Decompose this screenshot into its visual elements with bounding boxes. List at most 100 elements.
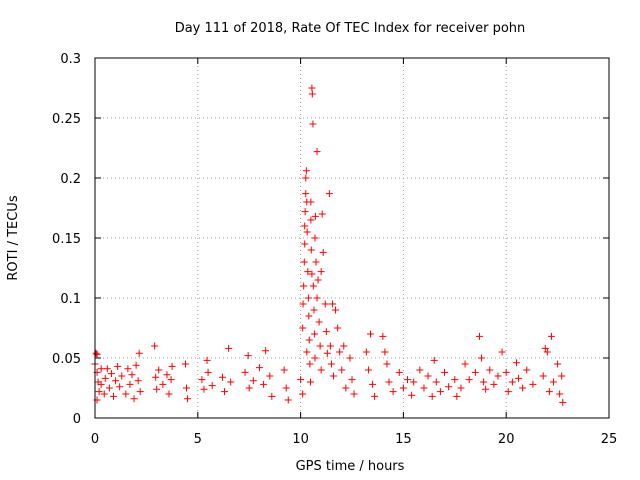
y-tick-label: 0.3: [60, 52, 81, 67]
y-tick-labels: 0 0.05 0.1 0.15 0.2 0.25 0.3: [52, 52, 81, 427]
y-tick-label: 0.2: [60, 172, 81, 187]
data-point: [515, 374, 523, 382]
data-point: [451, 376, 459, 384]
data-point: [364, 366, 372, 374]
data-point: [268, 392, 276, 400]
data-point: [498, 348, 506, 356]
data-point: [266, 372, 274, 380]
data-point: [218, 373, 226, 381]
data-point: [317, 366, 325, 374]
data-point: [97, 380, 105, 388]
y-tick-label: 0.15: [52, 232, 81, 247]
data-point: [245, 384, 253, 392]
data-point: [441, 368, 449, 376]
data-point: [302, 190, 310, 198]
data-point: [95, 388, 103, 396]
data-point: [490, 380, 498, 388]
data-point: [389, 388, 397, 396]
data-point: [302, 174, 310, 182]
data-point: [519, 384, 527, 392]
data-point: [181, 360, 189, 368]
data-point: [260, 380, 268, 388]
data-point: [282, 384, 290, 392]
data-point: [342, 384, 350, 392]
data-point: [112, 377, 120, 385]
data-point: [471, 368, 479, 376]
data-point: [255, 364, 263, 372]
data-point: [340, 342, 348, 350]
data-point: [110, 392, 118, 400]
data-point: [556, 390, 564, 398]
x-tick-label: 10: [292, 432, 309, 447]
data-point: [465, 376, 473, 384]
data-point: [554, 360, 562, 368]
data-point: [135, 349, 143, 357]
data-point: [92, 349, 100, 357]
data-point: [383, 360, 391, 368]
data-point: [311, 330, 319, 338]
data-point: [167, 376, 175, 384]
data-point: [136, 388, 144, 396]
data-point: [348, 376, 356, 384]
data-point: [512, 359, 520, 367]
x-axis-label: GPS time / hours: [296, 459, 405, 474]
data-point: [307, 246, 315, 254]
data-point: [311, 212, 319, 220]
data-point: [308, 270, 316, 278]
data-point: [549, 378, 557, 386]
data-point: [369, 380, 377, 388]
data-point: [103, 365, 111, 373]
data-point: [346, 354, 354, 362]
data-point: [313, 148, 321, 156]
data-point: [100, 390, 108, 398]
data-point: [128, 371, 136, 379]
data-point: [313, 294, 321, 302]
data-point: [105, 384, 113, 392]
data-point: [297, 376, 305, 384]
data-point: [404, 376, 412, 384]
data-point: [221, 388, 229, 396]
data-point: [367, 330, 375, 338]
data-point: [309, 282, 317, 290]
data-point: [114, 362, 122, 370]
data-point: [107, 370, 115, 378]
data-point: [134, 377, 142, 385]
data-point: [249, 377, 257, 385]
data-point: [362, 348, 370, 356]
data-point: [314, 276, 322, 284]
data-point: [132, 361, 140, 369]
data-point: [494, 372, 502, 380]
data-point: [432, 378, 440, 386]
data-point: [309, 120, 317, 128]
data-point: [168, 362, 176, 370]
data-point: [336, 348, 344, 356]
data-point: [315, 318, 323, 326]
data-point: [323, 349, 331, 357]
data-point: [311, 234, 319, 242]
data-point: [301, 208, 309, 216]
data-point: [302, 167, 310, 175]
data-point: [508, 378, 516, 386]
data-point: [200, 385, 208, 393]
data-point: [318, 210, 326, 218]
data-point: [159, 380, 167, 388]
data-point: [486, 366, 494, 374]
data-point: [300, 258, 308, 266]
data-point: [408, 391, 416, 399]
data-point: [316, 342, 324, 350]
data-point: [304, 268, 312, 276]
grid-lines: [95, 58, 609, 418]
data-point: [152, 373, 160, 381]
data-point: [284, 396, 292, 404]
chart-title: Day 111 of 2018, Rate Of TEC Index for r…: [175, 21, 526, 36]
data-point: [165, 390, 173, 398]
data-point: [155, 366, 163, 374]
data-point: [198, 376, 206, 384]
plot-frame: [94, 57, 610, 419]
data-point: [478, 354, 486, 362]
data-point: [558, 372, 566, 380]
data-point: [322, 328, 330, 336]
x-tick-label: 0: [91, 432, 99, 447]
data-point: [350, 390, 358, 398]
data-point: [457, 384, 465, 392]
